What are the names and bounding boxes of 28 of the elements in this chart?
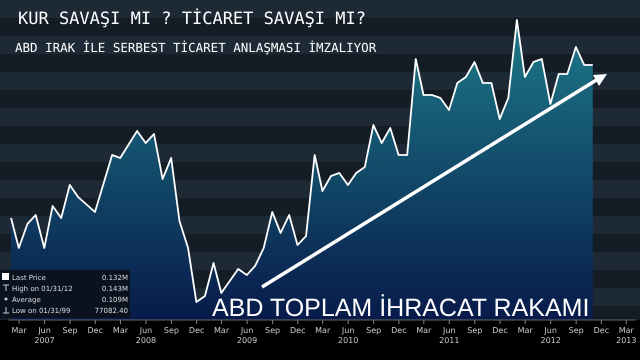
x-tick-label: Jun 2012	[540, 326, 561, 345]
x-tick-label: Dec	[594, 326, 610, 335]
text: ABD IRAK İLE SERBEST TİCARET ANLAŞMASI İMZALIYOR	[15, 40, 377, 55]
chart-title: KUR SAVAŞI MI ? TİCARET SAVAŞI MI?	[18, 8, 366, 29]
x-tick-label: Mar	[518, 326, 534, 335]
x-tick-label: Sep	[467, 326, 482, 335]
x-tick-label: Mar	[214, 326, 230, 335]
x-tick-label: Dec	[391, 326, 407, 335]
x-tick-label: Jun 2009	[236, 326, 258, 345]
x-tick-label: Sep	[62, 326, 78, 335]
x-tick-label: Sep	[164, 326, 179, 335]
x-tick-label: Mar 2013	[616, 326, 636, 345]
x-tick-label: Sep	[568, 326, 584, 335]
x-tick-label: Sep	[265, 326, 280, 335]
x-tick-label: Jun 2007	[34, 326, 55, 345]
x-tick-label: Sep	[366, 326, 382, 335]
x-tick-label: Dec	[88, 326, 104, 335]
x-tick-label: Mar	[12, 326, 28, 335]
x-tick-label: Dec	[492, 326, 508, 335]
annotation: ABD TOPLAM İHRACAT RAKAMI	[212, 294, 590, 322]
x-tick-label: Dec	[290, 326, 306, 335]
x-tick-label: Mar	[315, 326, 331, 335]
x-tick-label: Jun 2010	[338, 326, 358, 345]
x-tick-label: Mar	[416, 326, 432, 335]
x-tick-label: Jun 2011	[439, 326, 460, 345]
x-tick-label: Mar	[112, 326, 129, 335]
x-tick-label: Dec	[188, 326, 204, 335]
x-tick-label: Jun 2008	[136, 326, 156, 345]
